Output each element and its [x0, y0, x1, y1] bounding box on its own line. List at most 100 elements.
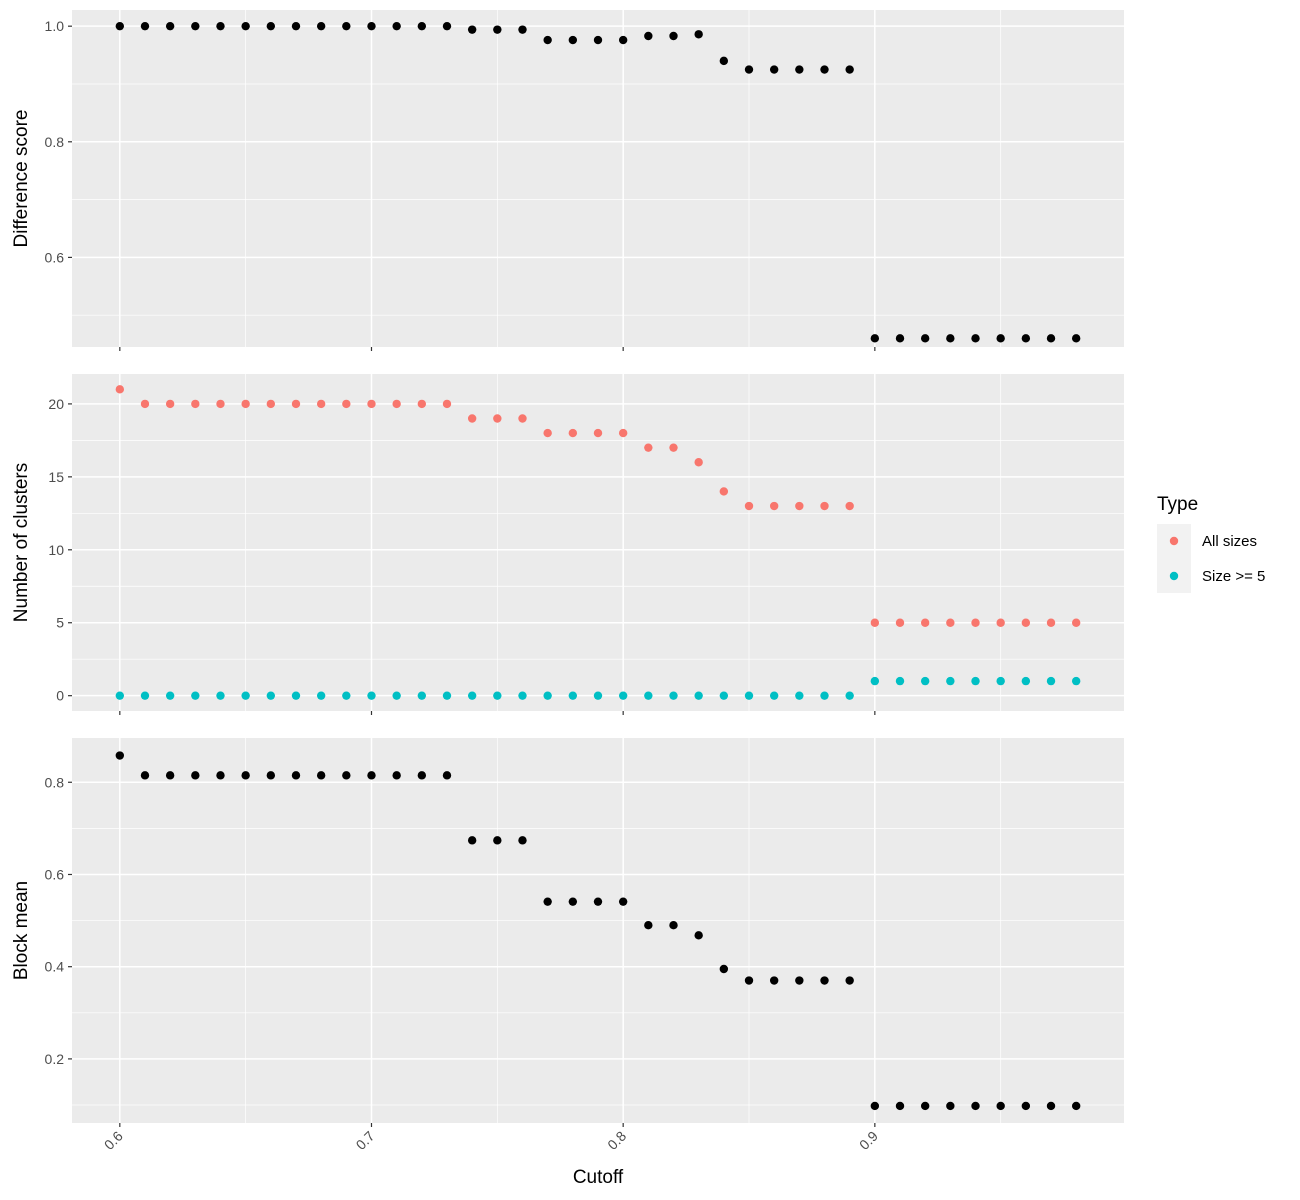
data-point [694, 458, 703, 467]
data-point [417, 691, 427, 700]
data-point [367, 771, 376, 780]
data-point [216, 21, 225, 31]
data-point [719, 56, 729, 66]
series-points [115, 751, 1081, 1111]
data-point [1071, 334, 1081, 343]
data-point [820, 65, 829, 74]
data-point [593, 897, 603, 906]
y-axis-title: Block mean [11, 881, 32, 980]
data-point [644, 691, 653, 700]
data-point [996, 1101, 1005, 1111]
data-point [669, 443, 678, 452]
data-point [946, 334, 955, 343]
data-point [140, 21, 150, 31]
data-point [769, 976, 779, 985]
legend: Type All sizes Size >= 5 [1157, 494, 1265, 593]
y-tick-label: 10 [48, 542, 64, 558]
data-point [291, 691, 301, 700]
data-point [367, 21, 376, 31]
data-point [191, 21, 200, 31]
data-point [845, 976, 854, 985]
y-tick-label: 1.0 [45, 18, 65, 34]
data-point [694, 931, 703, 940]
data-point [266, 399, 276, 409]
data-point [971, 676, 980, 686]
data-point [895, 1101, 905, 1111]
data-point [241, 771, 250, 780]
data-point [291, 771, 301, 780]
data-point [895, 334, 905, 343]
data-point [417, 21, 427, 31]
data-point [442, 21, 452, 31]
data-point [618, 897, 628, 906]
y-tick-label: 5 [56, 615, 64, 631]
data-point [518, 414, 527, 423]
y-axis-title: Number of clusters [11, 463, 32, 622]
data-point [191, 399, 200, 409]
data-point [467, 691, 477, 700]
data-point [744, 691, 754, 700]
data-point [744, 501, 754, 511]
data-point [644, 920, 653, 930]
data-point [417, 771, 427, 780]
legend-label: All sizes [1202, 533, 1257, 550]
data-point [417, 399, 427, 409]
data-point [795, 501, 804, 511]
data-point [241, 691, 250, 700]
data-point [644, 443, 653, 452]
data-point [618, 428, 628, 438]
data-point [115, 751, 125, 760]
data-point [593, 691, 603, 700]
x-tick-label: 0.8 [604, 1128, 629, 1153]
data-point [367, 691, 376, 700]
data-point [1021, 334, 1031, 343]
panel-top: 0.6 0.8 1.0 Difference score [11, 10, 1124, 351]
panel-bottom: 0.2 0.4 0.6 0.8 Block mean [11, 738, 1124, 1127]
data-point [493, 25, 502, 34]
data-point [820, 691, 829, 700]
data-point [795, 65, 804, 74]
data-point [342, 399, 351, 409]
data-point [165, 21, 175, 31]
x-tick-label: 0.6 [101, 1128, 126, 1153]
data-point [165, 691, 175, 700]
data-point [518, 25, 527, 34]
data-point [392, 691, 401, 700]
data-point [1071, 618, 1081, 627]
data-point [568, 897, 578, 906]
data-point [342, 691, 351, 700]
y-tick-label: 20 [48, 396, 64, 412]
data-point [946, 676, 955, 686]
data-point [895, 676, 905, 686]
data-point [568, 428, 578, 438]
y-tick-label: 0.8 [45, 774, 65, 790]
legend-key-background [1157, 524, 1191, 593]
data-point [543, 35, 552, 45]
data-point [467, 25, 477, 34]
data-point [165, 399, 175, 409]
data-point [543, 428, 552, 438]
data-point [820, 501, 829, 511]
data-point [971, 1101, 980, 1111]
data-point [316, 691, 326, 700]
data-point [870, 1101, 880, 1111]
data-point [115, 21, 125, 31]
data-point [1046, 618, 1056, 627]
data-point [493, 414, 502, 423]
chart-panels: 0.6 0.8 1.0 Difference score 0 5 10 15 20 Number … [11, 10, 1124, 1127]
data-point [769, 501, 779, 511]
data-point [316, 21, 326, 31]
data-point [946, 618, 955, 627]
data-point [1021, 676, 1031, 686]
data-point [618, 691, 628, 700]
data-point [719, 487, 729, 496]
legend-label: Size >= 5 [1202, 568, 1265, 585]
data-point [870, 334, 880, 343]
data-point [140, 691, 150, 700]
data-point [669, 691, 678, 700]
data-point [895, 618, 905, 627]
data-point [216, 399, 225, 409]
data-point [216, 691, 225, 700]
data-point [140, 771, 150, 780]
